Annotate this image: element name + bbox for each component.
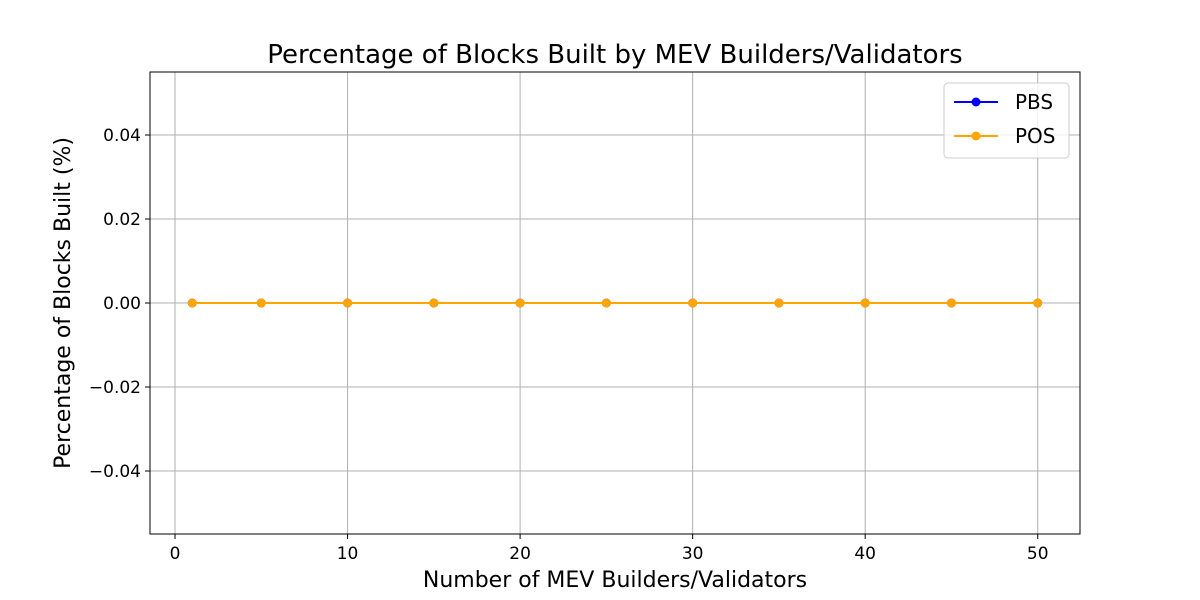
- x-tick-label: 30: [682, 544, 704, 564]
- legend-entries: PBS POS: [954, 90, 1056, 148]
- legend-label-pos: POS: [1015, 124, 1056, 148]
- legend-marker-pbs: [971, 97, 981, 107]
- x-tick-label: 40: [854, 544, 876, 564]
- data-point-pos: [515, 298, 525, 308]
- data-point-pos: [343, 298, 353, 308]
- data-point-pos: [601, 298, 611, 308]
- data-point-pos: [256, 298, 266, 308]
- y-tick-label: 0.02: [103, 210, 141, 230]
- legend-item-pbs: PBS: [954, 90, 1053, 114]
- axis-ticks: 0 10 20 30 40 50 −0.04 −0.02 0.00 0.02 0.04: [89, 126, 1049, 564]
- x-tick-label: 10: [337, 544, 359, 564]
- data-point-pos: [946, 298, 956, 308]
- data-point-pos: [1033, 298, 1043, 308]
- y-axis-label: Percentage of Blocks Built (%): [51, 137, 76, 469]
- data-point-pos: [688, 298, 698, 308]
- data-point-pos: [429, 298, 439, 308]
- y-tick-label: −0.02: [89, 378, 141, 398]
- data-point-pos: [187, 298, 197, 308]
- series-layer: [187, 298, 1043, 308]
- y-tick-label: 0.00: [103, 294, 141, 314]
- x-axis-label: Number of MEV Builders/Validators: [423, 568, 807, 593]
- x-tick-label: 0: [170, 544, 181, 564]
- chart-title: Percentage of Blocks Built by MEV Builde…: [267, 40, 962, 70]
- data-point-pos: [774, 298, 784, 308]
- y-tick-label: 0.04: [103, 126, 141, 146]
- y-tick-label: −0.04: [89, 462, 141, 482]
- legend-marker-pos: [971, 131, 981, 141]
- x-tick-label: 50: [1027, 544, 1049, 564]
- data-point-pos: [860, 298, 870, 308]
- legend: PBS POS: [943, 82, 1070, 159]
- x-tick-label: 20: [509, 544, 531, 564]
- legend-label-pbs: PBS: [1015, 90, 1053, 114]
- legend-item-pos: POS: [954, 124, 1056, 148]
